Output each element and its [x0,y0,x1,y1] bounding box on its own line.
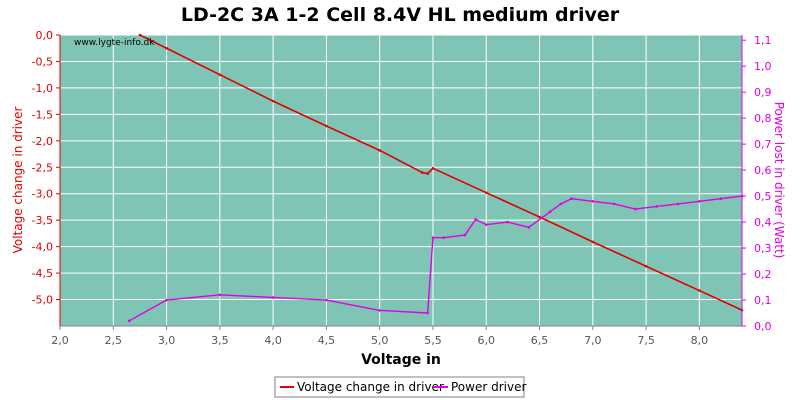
series-power-point [612,202,616,206]
series-power-point [271,296,275,299]
right-tick-label: 0,5 [754,190,772,203]
series-voltage-point [591,240,595,244]
x-tick-label: 5,5 [424,334,442,347]
right-tick-label: 0,4 [754,216,772,229]
left-tick-label: -4,5 [32,267,53,280]
series-power-point [127,319,131,323]
series-voltage-point [484,191,488,194]
right-tick-label: 0,0 [754,320,772,333]
right-tick-label: 0,9 [754,86,772,99]
left-tick-label: -3,5 [32,214,53,227]
series-voltage-point [138,33,142,37]
series-power-point [325,298,328,302]
x-tick-label: 6,0 [478,334,496,347]
right-tick-label: 0,1 [754,294,772,307]
series-voltage-point [644,264,648,268]
legend-box [274,376,525,398]
left-tick-label: -2,5 [32,161,53,174]
chart-title: LD-2C 3A 1-2 Cell 8.4V HL medium driver [181,4,620,26]
left-axis-ticks: 0,0 -0,5 -1,0 -1,5 -2,0 -2,5 -3,0 -3,5 -4,0 -4,5 -… [32,29,60,307]
series-power-point [655,205,659,208]
series-power-point [426,311,429,315]
left-tick-label: -5,0 [32,294,53,307]
series-voltage-point [431,167,435,170]
right-tick-label: 0,6 [754,164,772,177]
series-power-point [559,202,563,206]
series-power-point [719,197,722,200]
x-tick-label: 7,5 [637,334,655,347]
right-tick-label: 0,2 [754,268,772,281]
legend-label-power: Power driver [451,380,526,394]
series-voltage-point [325,124,328,128]
x-tick-label: 5,0 [371,334,389,347]
series-power-point [506,220,509,224]
right-axis-label: Power lost in driver (Watt) [772,102,786,259]
series-power-point [442,236,445,239]
legend: Voltage change in driver Power driver [274,376,526,398]
series-power-point [431,236,435,239]
series-power-point [218,293,222,297]
series-power-point [165,298,168,302]
x-tick-label: 3,5 [211,334,229,347]
series-voltage-change [138,33,744,312]
series-power [127,194,744,323]
series-power-point [591,199,595,203]
series-power-point [698,199,701,203]
x-axis-ticks: 2,0 2,5 3,0 3,5 4,0 4,5 5,0 5,5 6,0 6,5 7,0 7,5 8,0 [51,326,708,347]
series-power-point [676,202,680,206]
right-tick-label: 1,1 [754,34,772,47]
series-voltage-point [218,73,222,76]
series-voltage-point [426,172,429,175]
right-tick-label: 0,3 [754,242,772,255]
series-power-point [570,197,573,200]
right-tick-label: 0,8 [754,112,772,125]
x-tick-label: 7,0 [584,334,602,347]
x-axis-label: Voltage in [361,352,441,368]
series-power-point [474,218,477,221]
right-axis-ticks: 0,0 0,1 0,2 0,3 0,4 0,5 0,6 0,7 0,8 0,9 1,0 1,1 [742,34,772,333]
left-tick-label: -2,0 [32,135,53,148]
right-tick-label: 1,0 [754,60,772,73]
series-voltage-point [271,99,275,103]
series-voltage-point [698,289,701,292]
x-tick-label: 8,0 [691,334,709,347]
left-tick-label: -4,0 [32,241,53,254]
series-voltage-point [538,215,541,219]
series-voltage-point [378,149,381,152]
series-power-point [484,223,488,226]
left-tick-label: 0,0 [36,29,54,42]
left-tick-label: -1,0 [32,82,53,95]
legend-label-voltage: Voltage change in driver [297,380,444,394]
x-tick-label: 2,5 [105,334,123,347]
x-tick-label: 3,0 [158,334,176,347]
x-tick-label: 4,5 [318,334,336,347]
left-tick-label: -1,5 [32,108,53,121]
x-tick-label: 4,0 [264,334,282,347]
series-power-point [548,210,552,213]
left-axis-label: Voltage change in driver [11,107,25,254]
series-voltage-point [421,171,424,174]
left-tick-label: -3,0 [32,188,53,201]
grid [59,34,742,326]
watermark: www.lygte-info.dk [74,38,155,48]
series-voltage-point [165,46,168,50]
plot-area [60,35,742,326]
x-tick-label: 2,0 [51,334,69,347]
left-tick-label: -0,5 [32,55,53,68]
series-power-point [634,207,637,211]
series-power-point [527,225,531,229]
series-power-point [463,233,467,237]
right-tick-label: 0,7 [754,138,772,151]
x-tick-label: 6,5 [531,334,549,347]
series-power-point [378,309,381,312]
